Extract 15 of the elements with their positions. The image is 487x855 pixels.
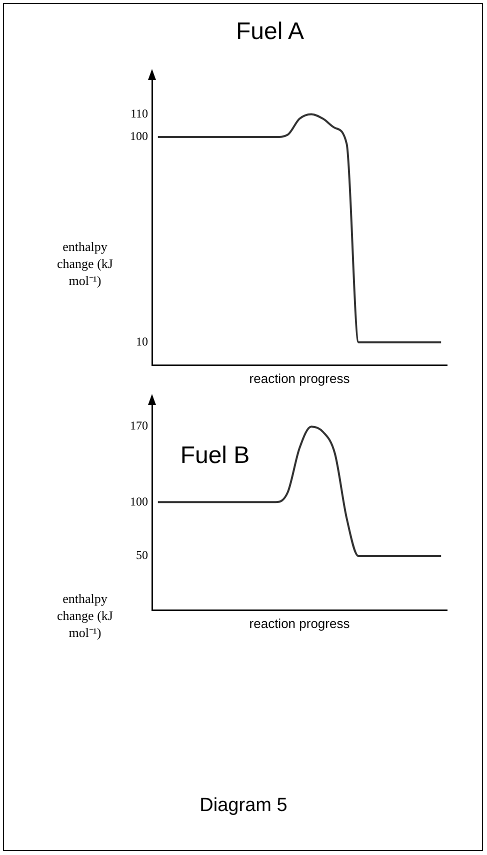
line-series: [156, 113, 442, 344]
y-tick-label: 100: [130, 129, 148, 144]
text: Diagram 5: [198, 795, 288, 817]
y-axis-title: enthalpy change (kJ mol⁻¹): [56, 238, 114, 289]
line-series: [156, 426, 442, 558]
y-tick-label: 100: [130, 494, 148, 508]
x-axis-title: reaction progress: [249, 616, 350, 631]
y-tick-label: 110: [130, 106, 148, 120]
x-axis-title: reaction progress: [249, 370, 350, 386]
y-axis-title: enthalpy change (kJ mol⁻¹): [56, 590, 114, 641]
y-tick-label: 10: [136, 334, 148, 348]
text: Fuel B: [179, 442, 251, 470]
chart-title: Fuel A: [234, 18, 306, 46]
y-tick-label: 50: [136, 548, 148, 562]
y-tick-label: 170: [130, 418, 148, 433]
